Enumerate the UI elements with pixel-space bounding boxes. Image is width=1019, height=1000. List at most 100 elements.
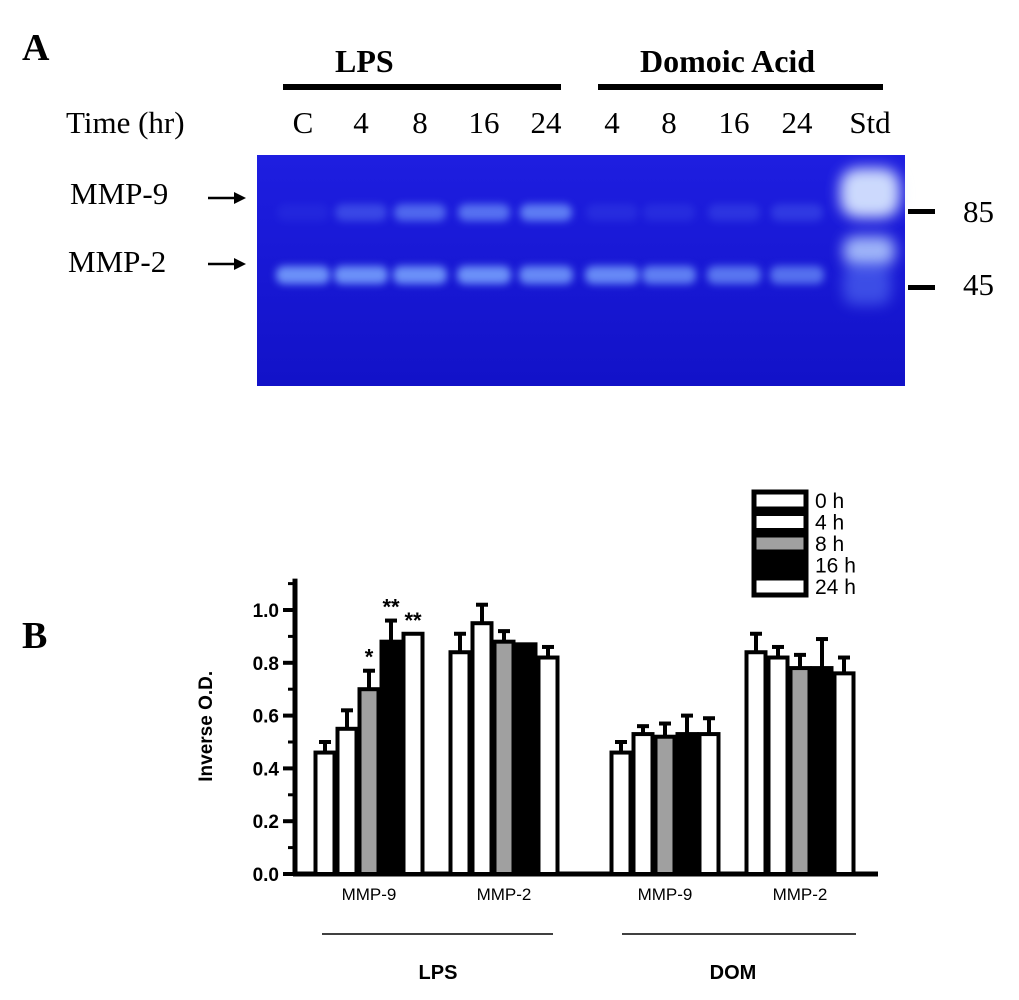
mmp2-band — [276, 266, 330, 284]
mmp2-band — [519, 266, 573, 284]
bar — [335, 726, 359, 876]
marker-85-tick — [908, 209, 935, 214]
lane-label: 24 — [531, 105, 563, 140]
lane-label: 4 — [604, 105, 620, 140]
mmp9-band-label: MMP-9 — [70, 176, 168, 211]
lane-label: 8 — [412, 105, 428, 140]
marker-45-tick — [908, 285, 935, 290]
legend-label: 8 h — [815, 533, 844, 556]
bar — [401, 631, 425, 877]
bar — [675, 732, 699, 877]
bar — [653, 734, 677, 876]
mmp2-band — [457, 266, 511, 284]
x-tick-label: MMP-2 — [773, 885, 828, 904]
mmp9-band — [520, 204, 572, 221]
lane-label: 4 — [353, 105, 369, 140]
mmp2-band — [642, 266, 696, 284]
std-band-45 — [843, 236, 895, 266]
x-tick-label: MMP-9 — [638, 885, 693, 904]
significance-marker: * — [365, 645, 374, 670]
mmp2-band — [393, 266, 447, 284]
time-axis-label: Time (hr) — [66, 105, 185, 140]
lane-label: 24 — [782, 105, 814, 140]
panel-a-label: A — [22, 27, 50, 69]
y-tick-label: 0.2 — [253, 812, 279, 833]
legend: 0 h4 h8 h16 h24 h — [751, 489, 856, 599]
x-tick-label: MMP-9 — [342, 885, 397, 904]
legend-label: 16 h — [815, 555, 856, 578]
y-tick-label: 0.4 — [253, 759, 280, 780]
mmp9-arrow — [208, 192, 246, 204]
domoic-acid-group-label: Domoic Acid — [640, 43, 815, 79]
bar — [357, 687, 381, 877]
y-tick-label: 0.6 — [253, 707, 279, 728]
bar — [514, 642, 538, 876]
bar — [536, 655, 560, 877]
mmp2-band-label: MMP-2 — [68, 244, 166, 279]
x-tick-label: MMP-2 — [477, 885, 532, 904]
lane-label: Std — [849, 105, 891, 140]
significance-marker: ** — [382, 595, 400, 620]
panel-b-label: B — [22, 615, 47, 657]
mmp9-band — [394, 204, 446, 221]
bar — [631, 732, 655, 877]
mmp2-band — [770, 266, 824, 284]
lane-label: C — [293, 105, 314, 140]
mmp2-band — [707, 266, 761, 284]
bar — [766, 655, 790, 877]
lane-labels: C 4 8 16 24 4 8 16 24 Std — [293, 105, 892, 140]
dom-group-axis-label: DOM — [710, 962, 757, 984]
significance-marker: ** — [404, 608, 422, 633]
lps-group-axis-label: LPS — [419, 962, 458, 984]
chart-bars: ***** — [313, 595, 856, 877]
std-smear — [843, 265, 891, 305]
mmp9-band — [708, 204, 760, 221]
bar — [697, 732, 721, 877]
panel-a: A LPS Domoic Acid Time (hr) C 4 8 16 24 4 8 16 2… — [22, 27, 994, 386]
bar — [492, 639, 516, 876]
mmp2-band — [334, 266, 388, 284]
legend-swatch — [751, 489, 809, 512]
lane-label: 8 — [661, 105, 677, 140]
bar — [810, 666, 834, 877]
panel-b: B Inverse O.D. 0.00.20.40.60.81.0 ***** … — [22, 489, 878, 984]
bar — [788, 666, 812, 877]
legend-label: 4 h — [815, 512, 844, 535]
bar — [470, 621, 494, 877]
bar — [609, 750, 633, 876]
legend-swatch — [751, 554, 809, 576]
lane-label: 16 — [719, 105, 750, 140]
mmp9-band — [771, 204, 823, 221]
bar — [379, 639, 403, 876]
mmp2-band — [585, 266, 639, 284]
domoic-acid-group-line — [598, 84, 883, 90]
lps-group-line — [283, 84, 561, 90]
marker-85-label: 85 — [963, 194, 994, 229]
x-tick-labels: MMP-9 MMP-2 MMP-9 MMP-2 — [342, 885, 828, 904]
legend-label: 24 h — [815, 576, 856, 599]
mmp9-band — [643, 204, 695, 221]
legend-label: 0 h — [815, 490, 844, 513]
legend-swatch — [751, 532, 809, 555]
mmp9-band — [458, 204, 510, 221]
mmp9-band — [277, 204, 329, 221]
bar — [448, 650, 472, 876]
std-band-85 — [840, 168, 900, 218]
bar — [744, 650, 768, 876]
legend-swatch — [751, 511, 809, 533]
lps-group-label: LPS — [335, 43, 394, 79]
bar — [313, 750, 337, 876]
bar — [832, 671, 856, 876]
y-axis-label: Inverse O.D. — [196, 671, 217, 782]
mmp9-band — [335, 204, 387, 221]
mmp2-arrow — [208, 258, 246, 270]
lane-label: 16 — [469, 105, 500, 140]
y-tick-label: 0.0 — [253, 865, 279, 886]
gel-bands — [276, 168, 900, 305]
y-tick-label: 0.8 — [253, 654, 279, 675]
marker-45-label: 45 — [963, 267, 994, 302]
y-tick-label: 1.0 — [253, 601, 279, 622]
legend-swatch — [751, 575, 809, 598]
mmp9-band — [586, 204, 638, 221]
